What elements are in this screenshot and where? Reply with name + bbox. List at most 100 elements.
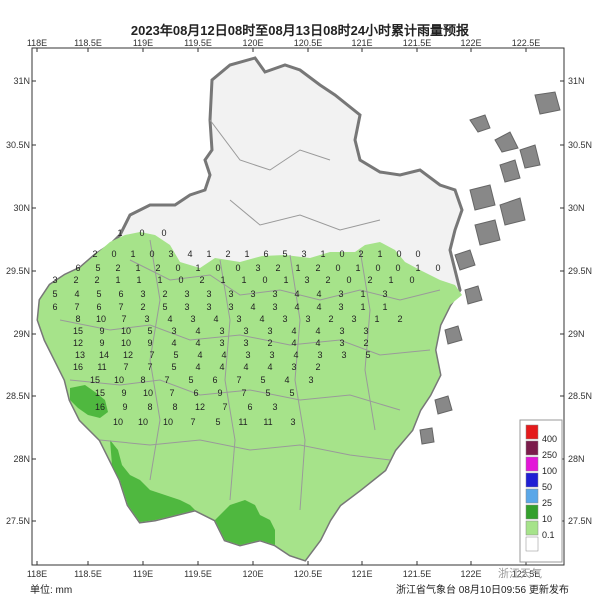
rain-value: 5 xyxy=(265,388,270,398)
lat-tick-left: 30.5N xyxy=(6,140,30,150)
rain-value: 0 xyxy=(139,228,144,238)
rain-value: 2 xyxy=(397,314,402,324)
rain-value: 11 xyxy=(97,362,106,372)
rain-value: 3 xyxy=(52,275,57,285)
rain-value: 6 xyxy=(75,263,80,273)
rain-value: 7 xyxy=(164,375,169,385)
lon-tick-bottom: 122E xyxy=(460,569,481,579)
rain-value: 1 xyxy=(136,275,141,285)
watermark-logo: 浙江天气 xyxy=(498,568,542,580)
rain-value: 7 xyxy=(222,402,227,412)
rain-value: 1 xyxy=(117,228,122,238)
rain-value: 2 xyxy=(363,338,368,348)
rain-value: 4 xyxy=(195,338,200,348)
rain-value: 5 xyxy=(147,326,152,336)
legend-swatch xyxy=(525,520,539,536)
rain-value: 4 xyxy=(197,350,202,360)
rain-value: 4 xyxy=(284,375,289,385)
moderate-rain-area-west xyxy=(70,385,108,418)
lat-tick-left: 27.5N xyxy=(6,516,30,526)
legend-swatch xyxy=(525,440,539,456)
rain-value: 1 xyxy=(415,263,420,273)
rain-value: 4 xyxy=(259,314,264,324)
rain-value: 1 xyxy=(157,275,162,285)
rain-value: 4 xyxy=(316,289,321,299)
lat-tick-left: 29N xyxy=(13,329,30,339)
rain-value: 4 xyxy=(219,362,224,372)
rain-value: 4 xyxy=(315,326,320,336)
lat-tick-left: 31N xyxy=(13,76,30,86)
rain-value: 8 xyxy=(172,402,177,412)
rain-value: 2 xyxy=(94,275,99,285)
rain-value: 3 xyxy=(272,402,277,412)
issuer-label: 浙江省气象台 08月10日09:56 更新发布 xyxy=(396,585,569,596)
rain-value: 1 xyxy=(206,249,211,259)
rain-value: 0 xyxy=(161,228,166,238)
county-boundaries xyxy=(59,119,441,511)
rain-value: 3 xyxy=(317,350,322,360)
rain-value: 10 xyxy=(138,417,148,427)
light-rain-area xyxy=(38,232,462,560)
rainfall-values: 1 0 02 0 1 0 3 4 1 2 1 6 5 3 1 0 2 1 0 06 5 2 1 2 0 1 0 0 3 2 1 2 0 1 0 0 1 0… xyxy=(52,228,440,427)
rain-value: 6 xyxy=(212,375,217,385)
rain-value: 15 xyxy=(90,375,100,385)
rain-value: 3 xyxy=(272,289,277,299)
legend-label: 10 xyxy=(542,514,552,524)
rain-value: 3 xyxy=(219,326,224,336)
rain-value: 1 xyxy=(244,249,249,259)
rain-value: 14 xyxy=(99,350,109,360)
rain-value: 3 xyxy=(228,289,233,299)
legend-swatch xyxy=(525,472,539,488)
rain-value: 10 xyxy=(113,417,123,427)
lon-tick-bottom: 118.5E xyxy=(74,569,102,579)
moderate-rain-area-south xyxy=(215,500,275,545)
rain-value: 11 xyxy=(263,417,272,427)
rain-value: 7 xyxy=(118,302,123,312)
rain-value: 3 xyxy=(351,314,356,324)
rain-value: 3 xyxy=(255,263,260,273)
rain-value: 1 xyxy=(360,289,365,299)
rain-value: 0 xyxy=(149,249,154,259)
lat-tick-right: 30N xyxy=(568,203,585,213)
rain-value: 4 xyxy=(291,338,296,348)
rain-value: 3 xyxy=(228,302,233,312)
legend-swatch xyxy=(525,504,539,520)
rain-value: 9 xyxy=(99,326,104,336)
rain-value: 10 xyxy=(163,417,173,427)
legend-swatch xyxy=(525,456,539,472)
rain-value: 7 xyxy=(74,302,79,312)
lat-tick-left: 30N xyxy=(13,203,30,213)
rain-value: 1 xyxy=(220,275,225,285)
rain-value: 8 xyxy=(75,314,80,324)
rain-value: 3 xyxy=(236,314,241,324)
lat-tick-right: 27.5N xyxy=(568,516,592,526)
rain-value: 4 xyxy=(250,302,255,312)
rain-value: 9 xyxy=(122,402,127,412)
rain-value: 5 xyxy=(171,362,176,372)
rain-value: 3 xyxy=(338,289,343,299)
rain-value: 1 xyxy=(283,275,288,285)
rain-value: 3 xyxy=(305,314,310,324)
legend-swatch xyxy=(525,488,539,504)
rain-value: 0 xyxy=(175,263,180,273)
rain-value: 4 xyxy=(294,289,299,299)
rain-value: 5 xyxy=(162,302,167,312)
rain-value: 3 xyxy=(338,302,343,312)
lon-tick-top: 121E xyxy=(351,38,372,48)
rain-value: 3 xyxy=(206,289,211,299)
rain-value: 12 xyxy=(195,402,205,412)
rain-value: 1 xyxy=(195,263,200,273)
rain-value: 2 xyxy=(92,249,97,259)
rain-value: 1 xyxy=(115,275,120,285)
unit-label: 单位: mm xyxy=(30,585,73,596)
rain-value: 7 xyxy=(123,362,128,372)
lon-tick-bottom: 121.5E xyxy=(403,569,432,579)
rain-value: 8 xyxy=(140,375,145,385)
rain-value: 10 xyxy=(114,375,124,385)
rain-value: 10 xyxy=(96,314,106,324)
lon-tick-bottom: 119E xyxy=(133,569,153,579)
rain-value: 0 xyxy=(395,263,400,273)
rain-value: 6 xyxy=(193,388,198,398)
rain-value: 3 xyxy=(184,302,189,312)
rain-value: 3 xyxy=(140,289,145,299)
